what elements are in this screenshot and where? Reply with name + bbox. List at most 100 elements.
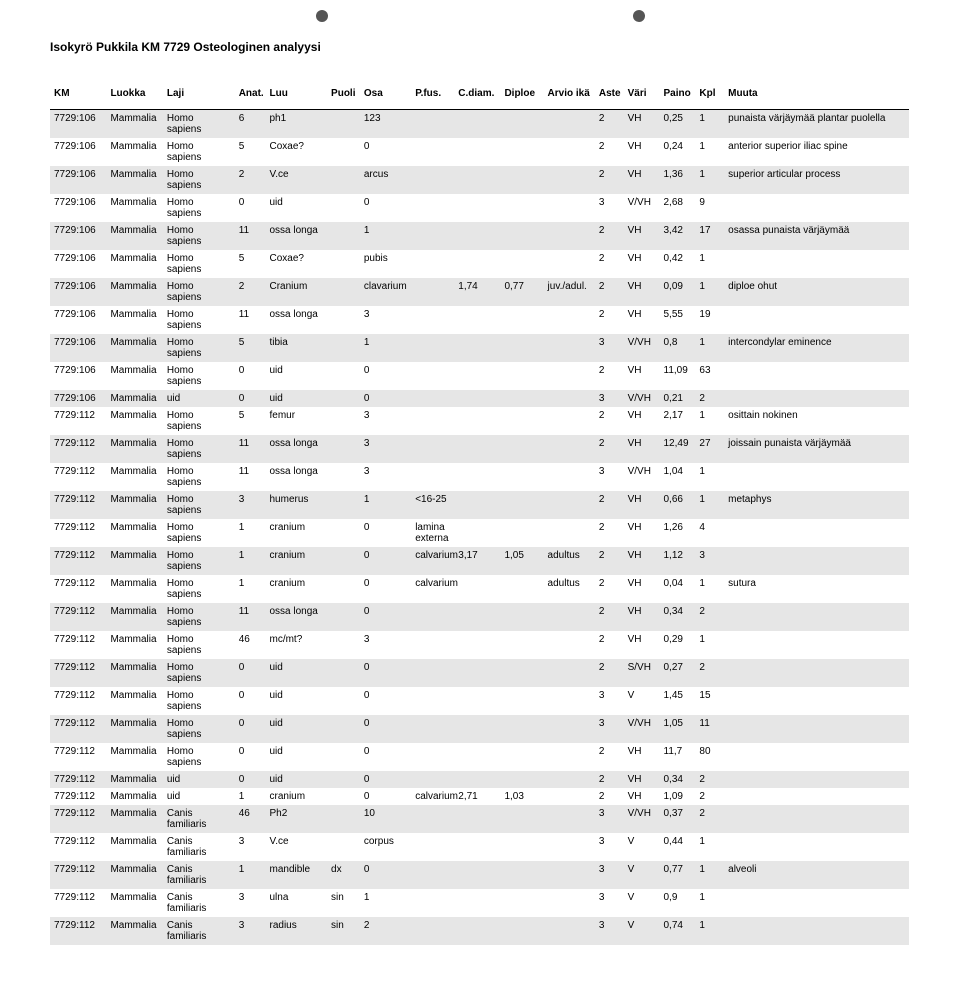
table-row: 7729:112MammaliaCanis familiaris46Ph2103…	[50, 805, 909, 833]
table-cell: 1,74	[454, 278, 500, 306]
table-cell: uid	[265, 659, 327, 687]
table-cell: 5	[235, 138, 266, 166]
table-cell: uid	[265, 743, 327, 771]
table-cell: VH	[624, 166, 660, 194]
table-cell: Canis familiaris	[163, 833, 235, 861]
table-cell: 7729:112	[50, 463, 106, 491]
table-cell: 1	[695, 278, 724, 306]
table-cell	[500, 407, 543, 435]
table-cell	[454, 659, 500, 687]
table-cell	[327, 833, 360, 861]
table-cell: 12,49	[660, 435, 696, 463]
table-cell: 2	[695, 603, 724, 631]
table-cell	[724, 917, 909, 945]
table-cell: Mammalia	[106, 788, 162, 805]
table-cell: 1	[360, 491, 411, 519]
column-header: Laji	[163, 84, 235, 110]
table-cell: 1,45	[660, 687, 696, 715]
table-cell: 3	[595, 917, 624, 945]
table-cell: 1	[360, 334, 411, 362]
table-cell: Mammalia	[106, 194, 162, 222]
table-cell: 3	[235, 889, 266, 917]
table-cell: Mammalia	[106, 110, 162, 139]
table-cell	[544, 306, 595, 334]
table-cell: 0	[360, 715, 411, 743]
table-cell: 7729:106	[50, 194, 106, 222]
table-cell	[544, 110, 595, 139]
table-row: 7729:112MammaliaHomo sapiens46mc/mt?32VH…	[50, 631, 909, 659]
table-cell: Mammalia	[106, 659, 162, 687]
table-cell: pubis	[360, 250, 411, 278]
table-cell: 7729:112	[50, 805, 106, 833]
column-header: Anat.	[235, 84, 266, 110]
table-cell: punaista värjäymää plantar puolella	[724, 110, 909, 139]
table-cell: 3	[595, 833, 624, 861]
table-row: 7729:106MammaliaHomo sapiens6ph11232VH0,…	[50, 110, 909, 139]
table-cell: Mammalia	[106, 250, 162, 278]
table-cell	[500, 889, 543, 917]
table-cell	[411, 306, 454, 334]
table-cell	[327, 166, 360, 194]
table-cell	[411, 889, 454, 917]
table-cell	[544, 334, 595, 362]
table-cell	[454, 715, 500, 743]
table-cell	[544, 222, 595, 250]
table-cell: 0	[360, 788, 411, 805]
table-cell: 63	[695, 362, 724, 390]
table-cell	[544, 715, 595, 743]
table-cell	[724, 659, 909, 687]
table-cell: 0,34	[660, 771, 696, 788]
table-cell: joissain punaista värjäymää	[724, 435, 909, 463]
table-row: 7729:112MammaliaCanis familiaris1mandibl…	[50, 861, 909, 889]
table-cell: superior articular process	[724, 166, 909, 194]
table-cell: sin	[327, 917, 360, 945]
table-cell	[454, 435, 500, 463]
column-header: Diploe	[500, 84, 543, 110]
table-cell: <16-25	[411, 491, 454, 519]
table-cell	[500, 250, 543, 278]
table-row: 7729:106MammaliaHomo sapiens5tibia13V/VH…	[50, 334, 909, 362]
table-cell: 2	[595, 603, 624, 631]
table-cell: 3	[695, 547, 724, 575]
table-cell	[544, 362, 595, 390]
table-cell: 1	[235, 861, 266, 889]
table-cell: calvarium	[411, 547, 454, 575]
table-cell: 0,9	[660, 889, 696, 917]
table-cell	[327, 407, 360, 435]
table-cell: 1	[695, 491, 724, 519]
table-cell: 2	[235, 278, 266, 306]
table-cell	[724, 833, 909, 861]
table-cell	[411, 407, 454, 435]
table-cell: 2	[595, 575, 624, 603]
table-cell: Homo sapiens	[163, 166, 235, 194]
table-cell	[411, 715, 454, 743]
table-cell: 0	[360, 687, 411, 715]
table-cell	[454, 166, 500, 194]
table-cell: 0,77	[660, 861, 696, 889]
table-cell: uid	[265, 715, 327, 743]
table-cell: cranium	[265, 519, 327, 547]
table-cell: 3	[360, 407, 411, 435]
table-cell: Mammalia	[106, 889, 162, 917]
table-cell: 11,09	[660, 362, 696, 390]
table-cell: 7729:112	[50, 631, 106, 659]
table-cell	[544, 833, 595, 861]
table-cell	[454, 519, 500, 547]
table-cell: Homo sapiens	[163, 222, 235, 250]
table-cell	[411, 463, 454, 491]
table-cell: 1	[695, 917, 724, 945]
table-cell: 1,09	[660, 788, 696, 805]
table-cell: 5,55	[660, 306, 696, 334]
table-cell: 0	[360, 194, 411, 222]
table-cell: 1	[235, 575, 266, 603]
table-row: 7729:112MammaliaHomo sapiens0uid02VH11,7…	[50, 743, 909, 771]
table-cell: diploe ohut	[724, 278, 909, 306]
table-cell: 7729:112	[50, 788, 106, 805]
column-header: Muuta	[724, 84, 909, 110]
table-cell: anterior superior iliac spine	[724, 138, 909, 166]
table-cell: arcus	[360, 166, 411, 194]
table-cell: 80	[695, 743, 724, 771]
table-cell: V	[624, 833, 660, 861]
table-cell: 0	[360, 138, 411, 166]
table-cell: 0	[235, 743, 266, 771]
